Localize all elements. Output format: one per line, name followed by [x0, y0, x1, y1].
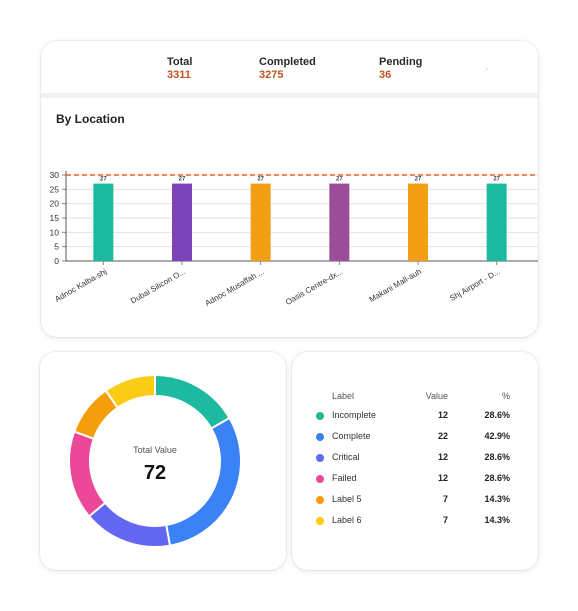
table-row: Complete 22 42.9% [292, 427, 538, 448]
legend-dot [316, 496, 324, 504]
bar-data-label: 27 [415, 177, 422, 183]
row-label: Label 6 [332, 515, 362, 525]
x-tick-label: Oasis Centre-dx... [284, 267, 344, 307]
row-percent: 28.6% [484, 473, 510, 483]
y-tick-label: 30 [50, 170, 60, 180]
bar [486, 183, 507, 261]
row-percent: 42.9% [484, 431, 510, 441]
stat-total-value: 3311 [167, 69, 191, 81]
bar-data-label: 27 [179, 177, 186, 183]
location-bar-chart: 0 5 10 15 20 25 30 27 Adnoc Kalba-shj 27 Dubai Sil… [50, 170, 538, 308]
stat-completed-label: Completed [259, 56, 316, 68]
bar [408, 183, 428, 261]
legend-dot [316, 475, 324, 483]
legend-dot [316, 433, 324, 441]
header-label: Label [332, 391, 355, 401]
row-percent: 28.6% [484, 410, 510, 420]
y-tick-label: 25 [50, 184, 60, 194]
row-percent: 14.3% [484, 494, 510, 504]
section-title: By Location [56, 112, 125, 126]
legend-dot [316, 517, 324, 525]
row-label: Label 5 [332, 494, 362, 504]
table-row: Label 5 7 14.3% [292, 490, 538, 511]
stat-total-label: Total [167, 56, 193, 68]
row-value: 7 [442, 515, 448, 525]
bar-data-label: 27 [493, 177, 500, 183]
row-percent: 14.3% [484, 515, 510, 525]
table-row: Critical 12 28.6% [292, 448, 538, 469]
stat-completed-value: 3275 [259, 69, 284, 81]
y-tick-label: 20 [50, 199, 60, 209]
stat-pending-label: Pending [379, 56, 423, 68]
row-value: 12 [437, 410, 448, 420]
donut-slice [68, 430, 107, 518]
y-tick-label: 5 [54, 242, 59, 252]
table-row: Label 6 7 14.3% [292, 511, 538, 532]
row-value: 12 [437, 473, 448, 483]
row-label: Failed [332, 473, 357, 483]
x-tick-label: Makani Mall-auh [368, 267, 423, 304]
donut-chart: Total Value 72 [68, 373, 242, 548]
bar [329, 183, 350, 261]
row-value: 7 [442, 494, 448, 504]
header-percent: % [501, 391, 510, 401]
bar [93, 183, 114, 261]
location-card: Total 3311 Completed 3275 Pending 36 By … [41, 41, 538, 337]
legend-dot [316, 454, 324, 462]
row-percent: 28.6% [484, 452, 510, 462]
table-row: Failed 12 28.6% [292, 469, 538, 490]
bar [172, 183, 192, 261]
stat-pending: Pending 36 [379, 56, 422, 82]
separator-dot [486, 68, 488, 70]
donut-slice [104, 373, 156, 410]
section-divider [41, 93, 538, 98]
x-tick-label: Adnoc Musaffah ... [204, 267, 266, 308]
stat-pending-value: 36 [379, 69, 392, 81]
row-label: Critical [332, 452, 360, 462]
donut-slice [165, 416, 242, 547]
bar-data-label: 27 [336, 177, 343, 183]
row-value: 22 [437, 431, 448, 441]
y-tick-label: 15 [50, 213, 60, 223]
stat-total: Total 3311 [167, 56, 192, 82]
bar [250, 183, 271, 261]
donut-slice [154, 373, 231, 430]
row-label: Incomplete [332, 410, 377, 420]
donut-center-label: Total Value [133, 445, 177, 455]
y-tick-label: 10 [50, 227, 60, 237]
donut-center-value: 72 [144, 462, 166, 484]
x-tick-label: Adnoc Kalba-shj [53, 267, 108, 304]
stat-completed: Completed 3275 [259, 56, 316, 82]
donut-card: Total Value 72 [40, 352, 286, 570]
legend-dot [316, 412, 324, 420]
x-tick-label: Shj Airport - D... [448, 267, 501, 303]
legend-table-card: Label Value % Incomplete 12 28.6% Complete 2… [292, 352, 538, 570]
row-value: 12 [437, 452, 448, 462]
stats-bar: Total 3311 Completed 3275 Pending 36 [41, 41, 538, 93]
header-value: Value [425, 391, 448, 401]
row-label: Complete [332, 431, 371, 441]
bar-data-label: 27 [100, 177, 107, 183]
donut-slice [87, 501, 172, 548]
bar-data-label: 27 [257, 177, 264, 183]
table-row: Incomplete 12 28.6% [292, 406, 538, 427]
x-tick-label: Dubai Silicon O... [129, 267, 187, 306]
y-tick-label: 0 [54, 256, 59, 266]
